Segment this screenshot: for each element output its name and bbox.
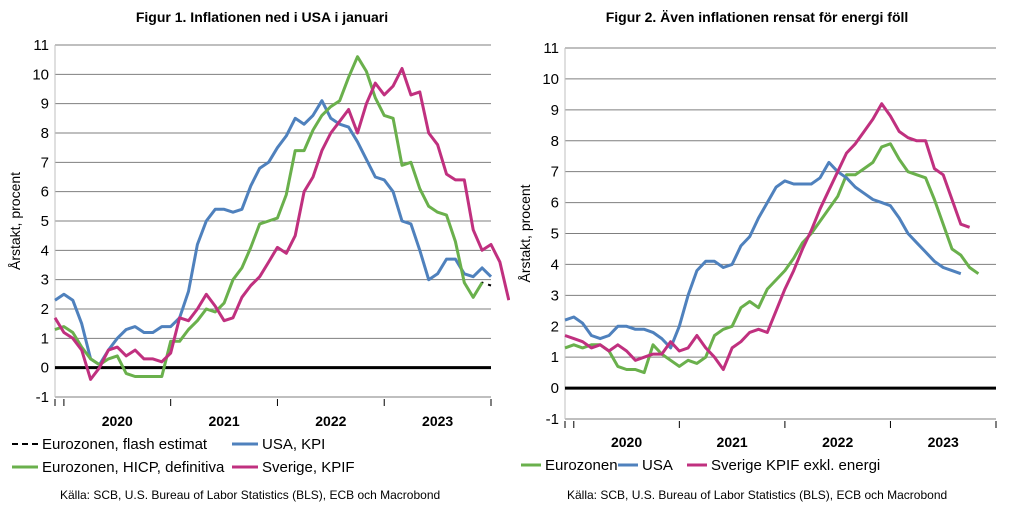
chart-title: Figur 2. Även inflationen rensat för ene… <box>606 9 909 25</box>
y-tick-label: 3 <box>551 287 559 304</box>
y-tick-label: 11 <box>33 37 49 54</box>
y-tick-label: 5 <box>551 226 559 243</box>
y-tick-label: 1 <box>41 330 49 347</box>
chart-figur-1: Figur 1. Inflationen ned i USA i januari… <box>7 9 510 502</box>
year-label: 2023 <box>422 413 453 429</box>
y-tick-label: 3 <box>41 272 49 289</box>
year-label: 2022 <box>822 434 853 450</box>
series-line-sverige-kpif-exkl-energi <box>564 102 971 371</box>
y-tick-label: 2 <box>551 318 559 335</box>
y-tick-label: 9 <box>41 96 49 113</box>
series-line-usa <box>564 160 962 350</box>
y-tick-label: 11 <box>543 40 559 57</box>
y-axis-label: Årstakt, procent <box>7 172 23 270</box>
y-tick-label: 6 <box>41 184 49 201</box>
source-note: Källa: SCB, U.S. Bureau of Labor Statist… <box>567 488 947 502</box>
year-label: 2020 <box>611 434 642 450</box>
y-axis-label: Årstakt, procent <box>517 184 533 282</box>
year-label: 2022 <box>315 413 346 429</box>
chart-title: Figur 1. Inflationen ned i USA i januari <box>136 9 388 25</box>
series-line-usa-kpi <box>54 99 493 367</box>
y-tick-label: 10 <box>32 66 49 83</box>
series-line-sverige-kpif <box>53 67 510 381</box>
series-line-eurozonen <box>564 142 980 375</box>
chart-figur-2: Figur 2. Även inflationen rensat för ene… <box>517 9 997 502</box>
legend-label: Sverige KPIF exkl. energi <box>711 457 880 474</box>
y-tick-label: 10 <box>542 71 559 88</box>
y-tick-label: 1 <box>551 349 559 366</box>
legend-label: Eurozonen, flash estimat <box>42 436 208 453</box>
y-tick-label: 6 <box>551 195 559 212</box>
y-tick-label: -1 <box>36 389 49 406</box>
series-line-eurozonen-flash-estimat <box>54 55 492 378</box>
y-tick-label: 8 <box>551 133 559 150</box>
source-note: Källa: SCB, U.S. Bureau of Labor Statist… <box>60 488 440 502</box>
series-line-eurozonen-hicp-definitiva <box>54 55 484 378</box>
y-tick-label: 0 <box>551 380 559 397</box>
y-tick-label: 8 <box>41 125 49 142</box>
year-label: 2020 <box>102 413 133 429</box>
y-tick-label: 7 <box>41 154 49 171</box>
y-tick-label: 9 <box>551 102 559 119</box>
legend-label: Eurozonen, HICP, definitiva <box>42 459 225 476</box>
legend-label: Sverige, KPIF <box>262 459 355 476</box>
legend-label: USA <box>642 457 673 474</box>
y-tick-label: 7 <box>551 164 559 181</box>
y-tick-label: -1 <box>546 411 559 428</box>
y-tick-label: 4 <box>41 242 49 259</box>
year-label: 2023 <box>928 434 959 450</box>
legend-label: Eurozonen <box>545 457 618 474</box>
legend-label: USA, KPI <box>262 436 325 453</box>
year-label: 2021 <box>717 434 748 450</box>
y-tick-label: 4 <box>551 256 559 273</box>
year-label: 2021 <box>208 413 239 429</box>
y-tick-label: 5 <box>41 213 49 230</box>
y-tick-label: 2 <box>41 301 49 318</box>
y-tick-label: 0 <box>41 360 49 377</box>
